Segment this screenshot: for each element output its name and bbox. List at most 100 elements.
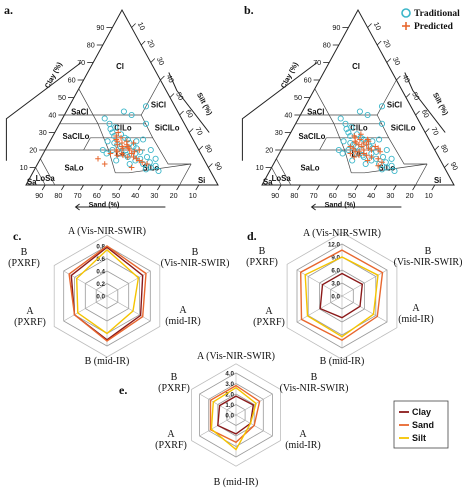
radar-series-silt	[75, 248, 140, 335]
radar-chart-c: 0.00.20.40.60.8A (Vis-NIR-SWIR)B (Vis-NIR…	[8, 226, 229, 367]
ternary-frame	[261, 8, 455, 186]
legend-predicted-label: Predicted	[414, 22, 454, 32]
ternary-class-label: SaClLo	[298, 132, 325, 141]
ternary-frame	[25, 8, 219, 186]
ternary-tick-label-left: 60	[304, 76, 312, 85]
ternary-axis-title-right: Silt (%)	[431, 91, 451, 117]
ternary-tick-right	[140, 40, 146, 46]
radar-axis-label-line: (mid-IR)	[285, 440, 321, 451]
ternary-point-predicted	[350, 145, 356, 152]
ternary-arrow-left	[241, 62, 318, 161]
ternary-arrow-right	[168, 72, 210, 133]
panel-label-d: d.	[247, 229, 257, 243]
ternary-tick-label-left: 80	[323, 41, 331, 50]
radar-axis-label-line: A	[26, 306, 34, 317]
radar-tick-label: 2.0	[225, 392, 234, 399]
radar-axis-label-line: A	[265, 306, 273, 317]
ternary-tick-bottom	[316, 184, 320, 191]
radar-axis-label: A (mid-IR)	[398, 303, 434, 325]
radar-axis-label: B (PXRF)	[158, 372, 190, 394]
radar-axis-label-line: A	[299, 429, 307, 440]
ternary-tick-label-left: 40	[48, 111, 56, 120]
ternary-class-boundary	[179, 163, 192, 186]
radar-axis-label-line: B	[21, 247, 28, 258]
ternary-point-predicted	[364, 136, 371, 143]
ternary-class-boundary	[276, 149, 282, 159]
radar-axis-label-line: B	[425, 246, 432, 257]
ternary-tick-label-left: 40	[284, 111, 292, 120]
ternary-tick-label-left: 60	[68, 76, 76, 85]
ternary-class-boundary	[115, 163, 192, 174]
radar-axis-label-line: B	[192, 247, 199, 258]
ternary-point-predicted	[377, 148, 383, 155]
ternary-tick-label-right: 90	[213, 161, 225, 172]
ternary-tick-label-right: 80	[439, 143, 451, 154]
ternary-tick-bottom	[41, 184, 46, 191]
radar-outer-frame	[286, 232, 398, 360]
radar-tick-label: 0.0	[96, 294, 105, 301]
ternary-axis-title-bottom: Sand (%)	[325, 200, 356, 209]
ternary-point-predicted	[356, 152, 362, 159]
radar-axis-label-line: (PXRF)	[14, 317, 46, 328]
radar-axis-label: B (PXRF)	[246, 246, 278, 268]
ternary-tick-label-bottom: 30	[150, 191, 158, 200]
ternary-class-label: SiCl	[387, 101, 402, 110]
radar-spoke	[63, 295, 108, 322]
ternary-class-boundary	[276, 158, 292, 186]
radar-axis-label-line: (PXRF)	[155, 440, 187, 451]
ternary-class-boundary	[388, 137, 428, 165]
ternary-point-predicted	[352, 148, 358, 155]
ternary-tick-label-bottom: 60	[93, 191, 101, 200]
radar-tick-label: 0.4	[96, 269, 105, 276]
ternary-class-label: Lo	[351, 150, 361, 159]
ternary-tick-bottom	[118, 184, 123, 191]
ternary-tick-right	[434, 145, 440, 151]
ternary-point-predicted	[128, 164, 135, 171]
radar-tick-label: 0.6	[96, 256, 105, 263]
ternary-point-traditional	[342, 120, 349, 127]
ternary-point-predicted	[136, 147, 143, 153]
ternary-point-predicted	[375, 162, 381, 169]
ternary-tick-label-left: 50	[58, 93, 66, 102]
radar-series-sand	[299, 249, 384, 342]
ternary-point-predicted	[115, 129, 121, 136]
radar-spoke	[199, 393, 237, 416]
ternary-tick-bottom	[412, 184, 416, 191]
ternary-tick-label-left: 90	[96, 23, 104, 32]
radar-series-clay	[70, 246, 144, 341]
ternary-tick-label-left: 20	[29, 146, 37, 155]
ternary-point-traditional	[147, 146, 154, 154]
ternary-class-label: SiLo	[142, 164, 159, 173]
ternary-tick-bottom	[335, 184, 340, 191]
ternary-arrow-right	[404, 72, 446, 133]
radar-series-sand	[209, 384, 261, 444]
ternary-point-predicted	[364, 157, 371, 164]
ternary-point-traditional	[340, 138, 347, 145]
ternary-tick-right	[160, 75, 165, 81]
legend-silt-label: Silt	[412, 433, 426, 443]
legend-clay-label: Clay	[412, 407, 431, 417]
ternary-tick-label-bottom: 20	[406, 191, 414, 200]
ternary-point-predicted	[118, 134, 124, 141]
radar-axis-label-line: A (Vis-NIR-SWIR)	[197, 351, 275, 362]
ternary-class-boundary	[319, 137, 327, 151]
ternary-point-predicted	[119, 150, 125, 157]
panel-label-a: a.	[4, 3, 13, 17]
radar-axis-label: B (mid-IR)	[320, 356, 365, 367]
ternary-point-traditional	[142, 120, 150, 127]
ternary-point-traditional	[99, 146, 106, 154]
radar-axis-label: A (Vis-NIR-SWIR)	[303, 228, 381, 239]
ternary-class-boundary	[271, 167, 282, 186]
ternary-point-predicted	[125, 145, 132, 152]
ternary-class-boundary	[83, 137, 91, 151]
ternary-point-traditional	[388, 155, 395, 162]
ternary-tick-label-bottom: 90	[35, 191, 43, 200]
ternary-tick-bottom	[431, 184, 436, 191]
legend-sand-label: Sand	[412, 420, 434, 430]
ternary-tick-right	[367, 23, 372, 28]
radar-tick-label: 3.0	[331, 281, 340, 288]
ternary-tick-right	[188, 128, 194, 133]
ternary-tick-label-left: 80	[87, 41, 95, 50]
ternary-point-predicted	[375, 155, 381, 162]
